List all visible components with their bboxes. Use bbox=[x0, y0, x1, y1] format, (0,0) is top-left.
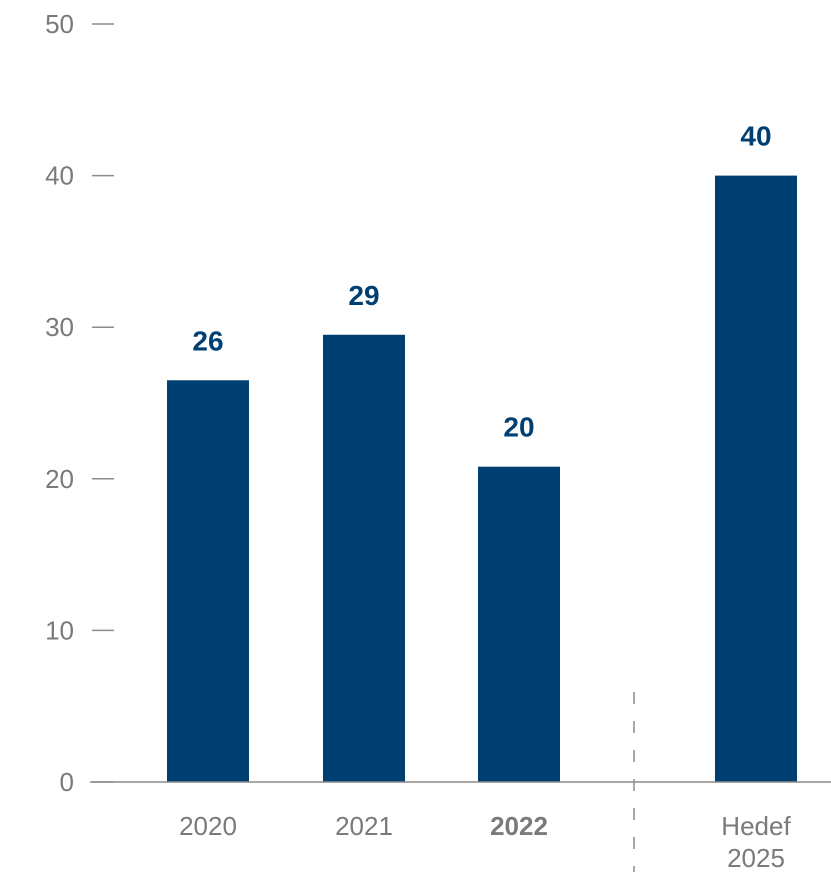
bar bbox=[167, 380, 249, 782]
y-tick-label: 30 bbox=[45, 312, 74, 342]
y-tick-label: 0 bbox=[60, 767, 74, 797]
data-label: 20 bbox=[503, 412, 534, 443]
y-tick-label: 10 bbox=[45, 615, 74, 645]
bar bbox=[478, 466, 560, 782]
x-tick-label: 2020 bbox=[179, 811, 237, 841]
y-tick-label: 20 bbox=[45, 464, 74, 494]
x-tick-label: 2025 bbox=[727, 843, 785, 873]
x-tick-label: 2021 bbox=[335, 811, 393, 841]
y-tick-label: 50 bbox=[45, 9, 74, 39]
y-axis: 0 10 20 30 40 50 bbox=[45, 9, 114, 797]
x-tick-label: 2022 bbox=[490, 811, 548, 841]
bar bbox=[323, 334, 405, 782]
y-tick-label: 40 bbox=[45, 161, 74, 191]
x-tick-label: Hedef bbox=[721, 811, 791, 841]
data-label: 26 bbox=[192, 325, 223, 356]
data-label: 40 bbox=[740, 121, 771, 152]
bar bbox=[715, 175, 797, 783]
value-labels: 26 29 20 40 bbox=[192, 121, 771, 443]
bars bbox=[167, 175, 797, 783]
data-label: 29 bbox=[348, 280, 379, 311]
